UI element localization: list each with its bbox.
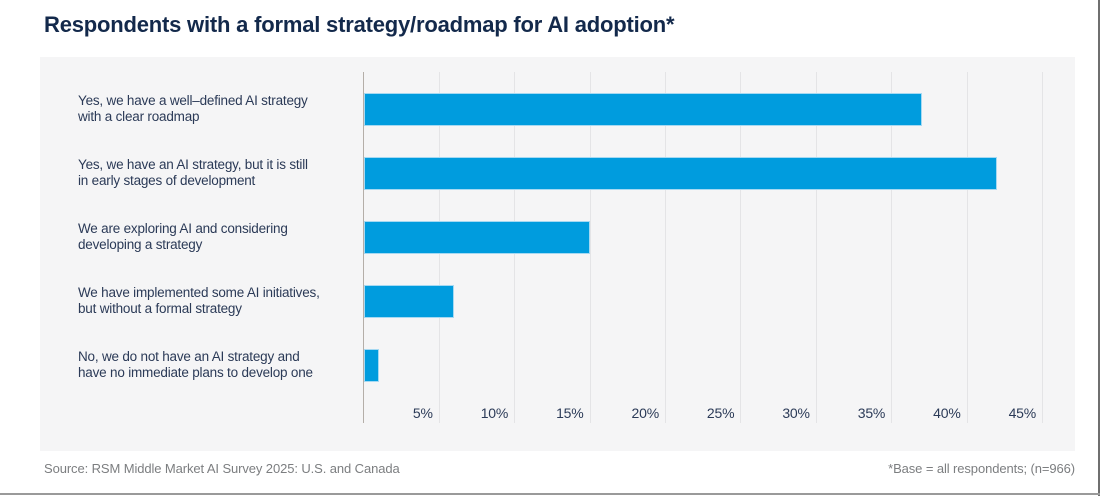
x-tick-label: 20% [631,405,660,421]
gridline [815,72,817,423]
gridline [966,72,968,423]
x-tick-label: 45% [1008,405,1037,421]
gridline [589,72,591,423]
x-tick-label: 10% [480,405,509,421]
page-right-border [1098,0,1100,496]
gridline [664,72,666,423]
chart-title: Respondents with a formal strategy/roadm… [44,12,675,37]
category-label: We have implemented some AI initiatives,… [78,281,360,321]
bar [363,284,455,318]
bar [363,348,379,382]
x-tick-label: 30% [782,405,810,421]
x-tick-label: 40% [933,405,961,421]
x-tick-label: 5% [412,405,433,421]
gridline [1041,72,1043,423]
bar [363,92,922,126]
category-label-line: No, we do not have an AI strategy and [78,349,300,364]
gridline [891,72,893,423]
category-label: Yes, we have a well–defined AI strategy w… [78,89,360,129]
base-note: *Base = all respondents; (n=966) [888,461,1075,476]
category-label-line: with a clear roadmap [78,109,200,124]
category-label-line: have no immediate plans to develop one [78,365,313,380]
page-bottom-border [0,493,1100,495]
bar [363,220,591,254]
category-label: Yes, we have an AI strategy, but it is s… [78,153,360,193]
gridline [740,72,742,423]
chart-card: 5% 10% 15% 20% 25% 30% 35% 40% 45% Yes, we have a… [40,57,1075,451]
source-text: Source: RSM Middle Market AI Survey 2025… [44,461,400,476]
bar [363,156,998,190]
category-label-line: Yes, we have an AI strategy, but it is s… [78,157,308,172]
x-tick-label: 25% [706,405,735,421]
x-tick-label: 15% [556,405,584,421]
x-tick-label: 35% [857,405,886,421]
category-label-line: Yes, we have a well–defined AI strategy [78,93,308,108]
category-label-line: We are exploring AI and considering [78,221,288,236]
category-label-line: We have implemented some AI initiatives, [78,285,320,300]
category-label: We are exploring AI and considering devel… [78,217,360,257]
category-label-line: in early stages of development [78,173,256,188]
category-label: No, we do not have an AI strategy and hav… [78,345,360,385]
category-label-line: but without a formal strategy [78,301,242,316]
category-label-line: developing a strategy [78,237,203,252]
